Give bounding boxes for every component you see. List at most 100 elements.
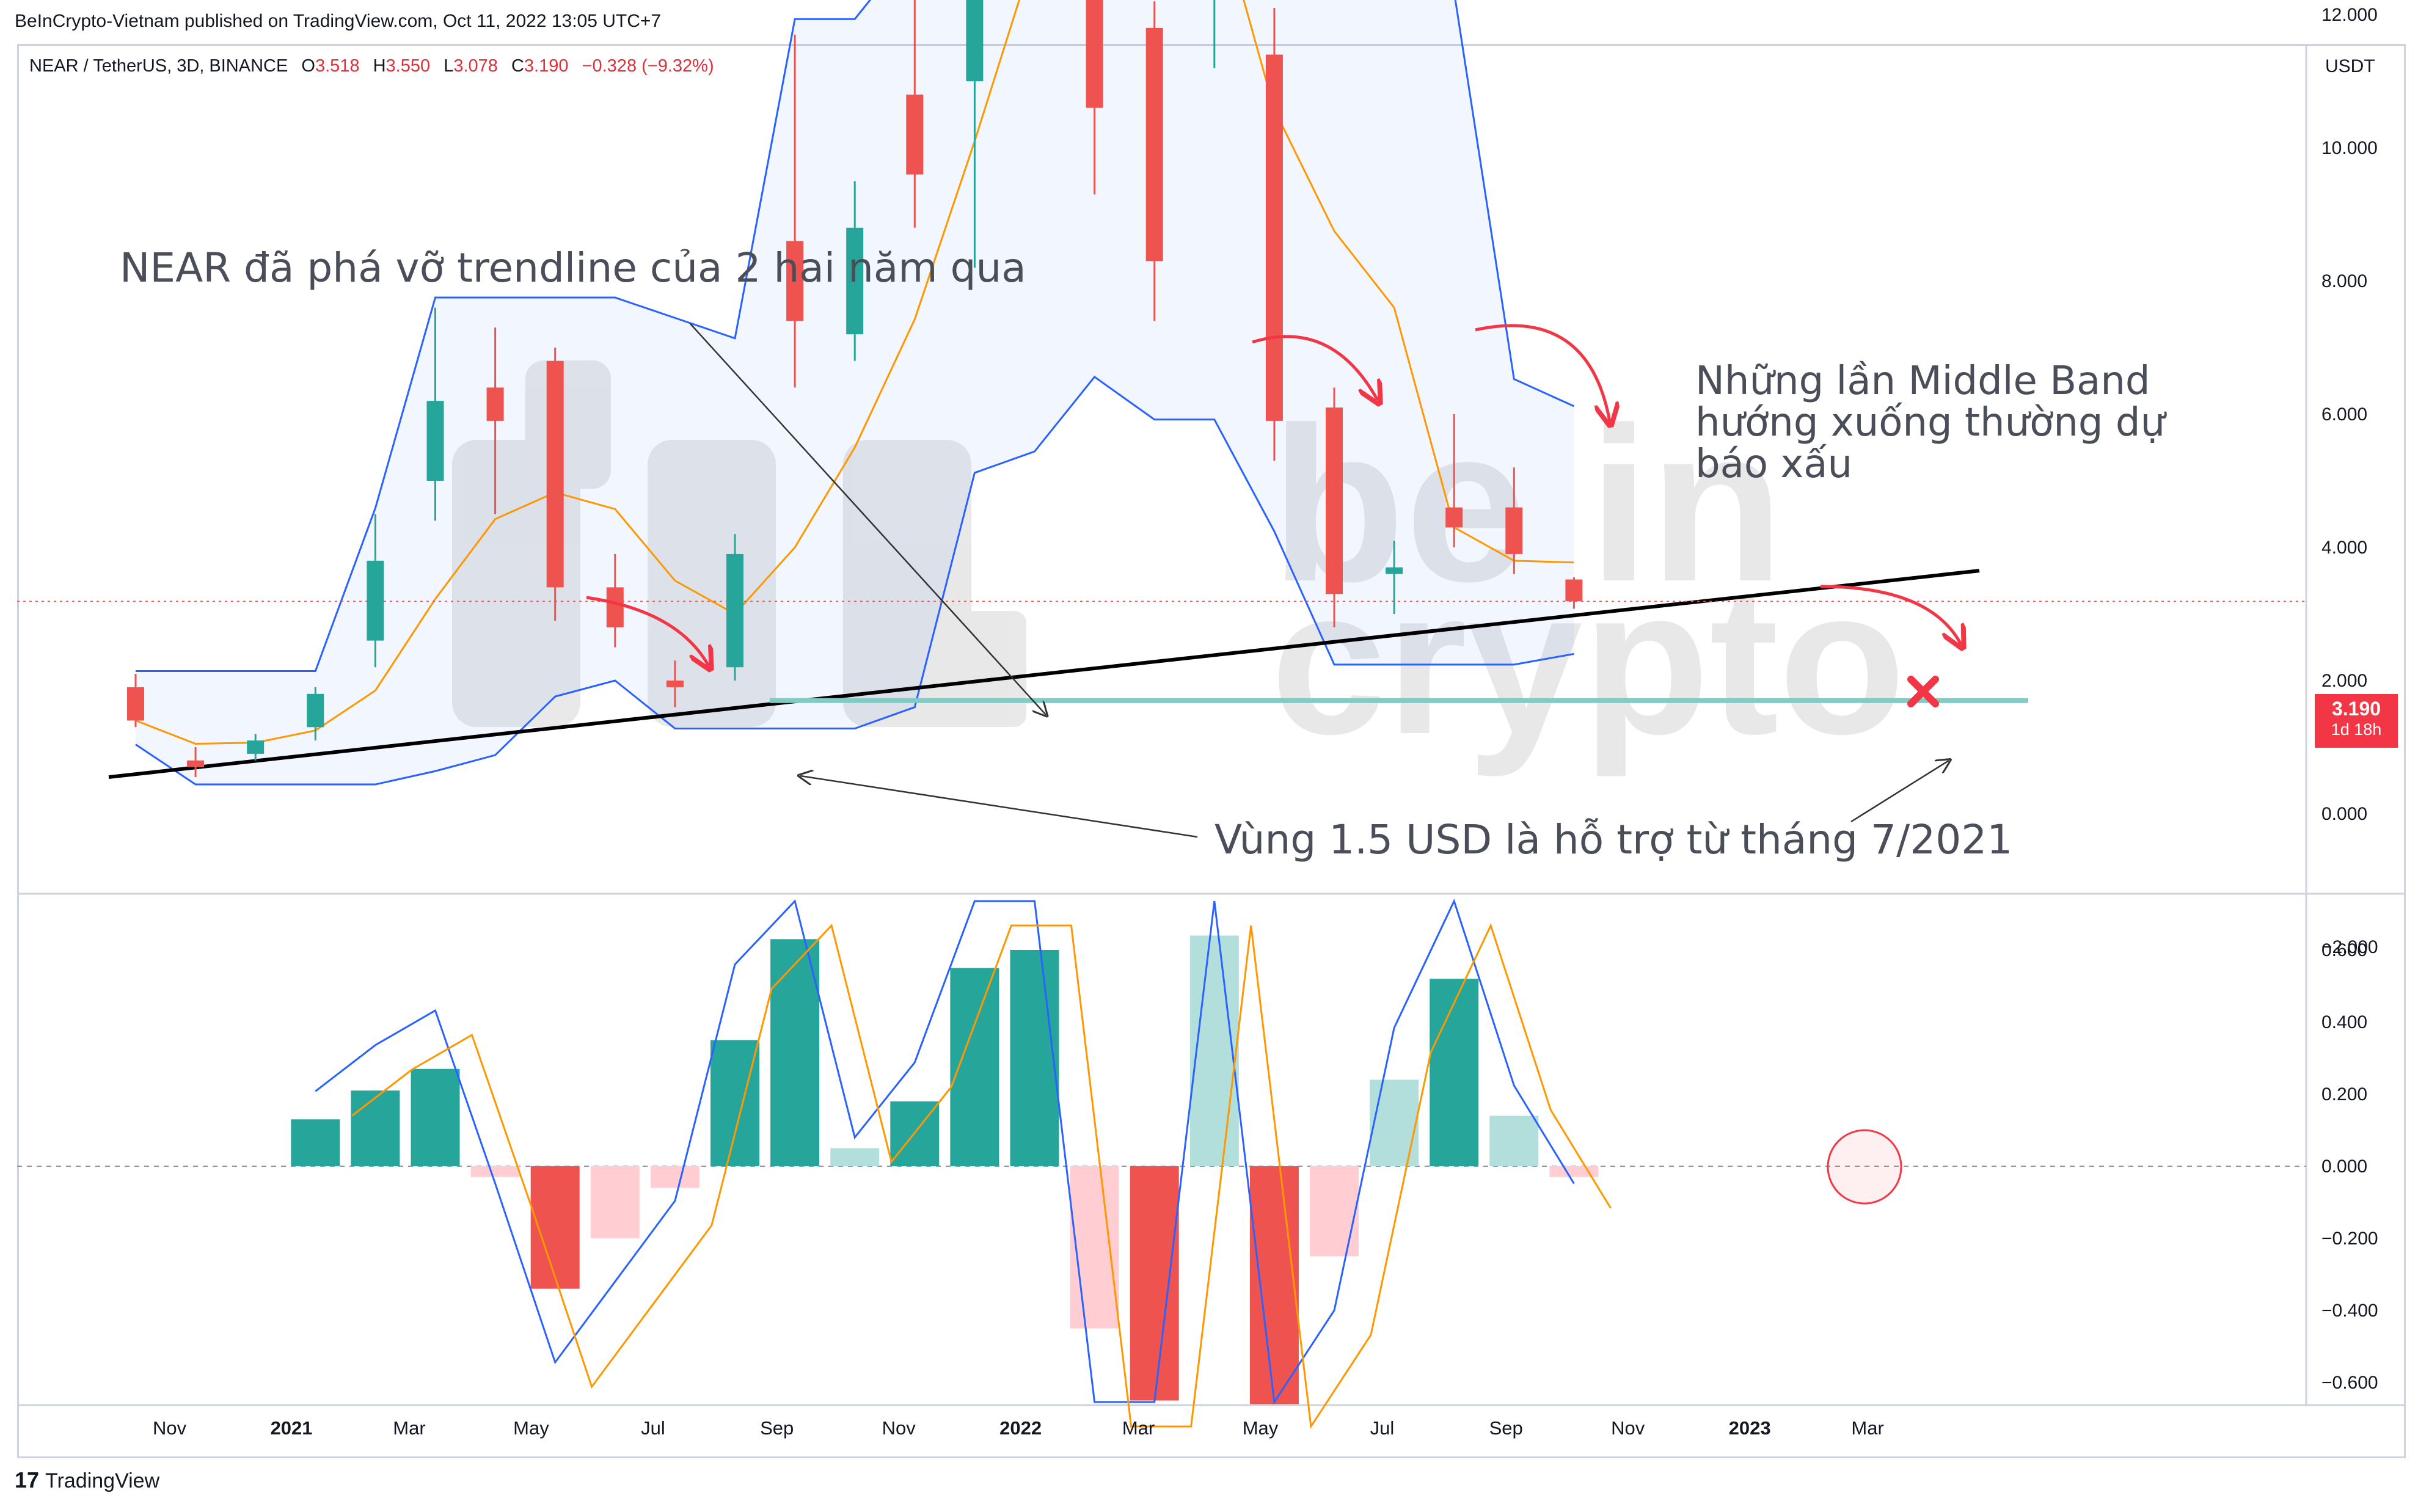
macd-histogram-bar [1310, 1166, 1359, 1257]
annotation-middle-band: Những lần Middle Band hướng xuống thường… [1695, 359, 2166, 487]
time-tick: Mar [1122, 1417, 1155, 1439]
candle-body [1445, 507, 1463, 528]
candle-body [187, 760, 205, 767]
svg-text:crypto: crypto [1271, 546, 1905, 778]
price-tick: 2.000 [2321, 671, 2367, 691]
break-x-icon [1907, 676, 1939, 707]
macd-histogram-bar [650, 1166, 699, 1188]
candle-body [966, 0, 984, 81]
upper-band [136, 0, 1575, 673]
lower-band [135, 375, 1574, 786]
candle-body [726, 553, 743, 668]
candle [247, 734, 265, 761]
price-tick: 12.000 [2321, 5, 2378, 25]
candle-body [127, 687, 144, 721]
candle-body [486, 387, 504, 421]
time-tick: 2021 [271, 1417, 313, 1439]
symbol-legend[interactable]: NEAR / TetherUS, 3D, BINANCE O3.518 H3.5… [29, 56, 714, 76]
time-tick: Mar [1851, 1417, 1883, 1439]
candle [786, 34, 804, 388]
candle-body [1565, 579, 1583, 602]
candle-body [546, 360, 564, 588]
candle-body [1265, 54, 1283, 421]
candle [1326, 387, 1343, 627]
macd-line [315, 898, 1575, 1405]
candle [367, 514, 384, 668]
time-tick: 2023 [1729, 1417, 1771, 1439]
annotation-trendline-break: NEAR đã phá vỡ trendline của 2 hai năm q… [120, 244, 1026, 291]
macd-histogram-bar [1130, 1166, 1179, 1401]
candle-body [1086, 0, 1103, 108]
time-tick: Sep [1489, 1417, 1523, 1439]
candle [486, 327, 504, 514]
candle [307, 687, 324, 741]
candle [1445, 414, 1463, 547]
time-tick: May [1243, 1417, 1279, 1439]
publisher-line: BeInCrypto-Vietnam published on TradingV… [15, 11, 662, 31]
candle-body [906, 94, 924, 175]
macd-histogram-bar [470, 1166, 520, 1177]
macd-tick: −0.200 [2321, 1229, 2378, 1249]
time-tick: Mar [393, 1417, 425, 1439]
annotation-arrows [586, 323, 1961, 838]
macd-tick: 0.200 [2321, 1084, 2367, 1105]
candle [1565, 577, 1583, 609]
svg-text:be in: be in [1271, 382, 1784, 627]
candle [426, 307, 444, 521]
candle [726, 534, 743, 681]
price-tick: 8.000 [2321, 271, 2367, 291]
candle [546, 348, 564, 621]
candle [606, 553, 624, 648]
macd-tick: −0.400 [2321, 1301, 2378, 1321]
candle-body [666, 681, 684, 687]
band-fill [136, 0, 1574, 785]
candle-body [1145, 27, 1163, 261]
macd-histogram-bar [1189, 935, 1239, 1166]
time-tick: Sep [760, 1417, 794, 1439]
annotation-support: Vùng 1.5 USD là hỗ trợ từ tháng 7/2021 [1214, 816, 2013, 863]
candles-layer [127, 0, 1583, 778]
price-tick: 0.000 [2321, 804, 2367, 824]
low-value: 3.078 [453, 56, 498, 76]
candle [1145, 1, 1163, 321]
tradingview-brand: TradingView [45, 1469, 160, 1492]
candle-body [426, 401, 444, 481]
macd-histogram-bar [1430, 979, 1479, 1166]
macd-histogram-bar [411, 1068, 460, 1166]
candle [1386, 541, 1403, 614]
macd-histogram-bar [1010, 950, 1059, 1166]
candle-body [606, 587, 624, 627]
candle-body [846, 227, 864, 335]
price-tick: 4.000 [2321, 538, 2367, 558]
high-value: 3.550 [385, 56, 431, 76]
macd-tick: 0.600 [2321, 940, 2367, 960]
currency-label[interactable]: USDT [2325, 56, 2375, 76]
open-value: 3.518 [315, 56, 360, 76]
candle-body [1505, 507, 1523, 554]
candle [666, 660, 684, 707]
candle-body [786, 241, 804, 321]
tradingview-footer[interactable]: 17 TradingView [15, 1467, 159, 1493]
macd-histogram-bar [770, 939, 820, 1166]
price-tick: −2.000 [2321, 937, 2378, 957]
close-value: 3.190 [524, 56, 569, 76]
time-axis: Nov 2021 Mar May Jul Sep Nov 2022 Mar May Jul Sep No… [153, 1417, 1884, 1439]
price-tick: 10.000 [2321, 138, 2378, 158]
tradingview-logo-icon: 17 [15, 1467, 40, 1492]
time-tick: May [513, 1417, 549, 1439]
macd-histogram-bar [351, 1090, 400, 1166]
last-price-tag: 3.190 1d 18h [2315, 694, 2398, 748]
candle-body [1326, 407, 1343, 594]
change-value: −0.328 (−9.32%) [582, 56, 714, 76]
macd-histogram-bar [590, 1166, 640, 1238]
trend-lines [17, 569, 2306, 780]
candle-body [367, 560, 384, 641]
time-tick: Jul [1370, 1417, 1395, 1439]
candle [846, 181, 864, 361]
symbol-name: NEAR / TetherUS, 3D, BINANCE [29, 56, 288, 76]
price-axis: −2.000 0.000 2.000 4.000 6.000 8.000 10.000 12.… [2321, 5, 2378, 1393]
signal-line [351, 922, 1612, 1430]
candle [1265, 8, 1283, 461]
macd-highlight-circle [1827, 1129, 1902, 1205]
